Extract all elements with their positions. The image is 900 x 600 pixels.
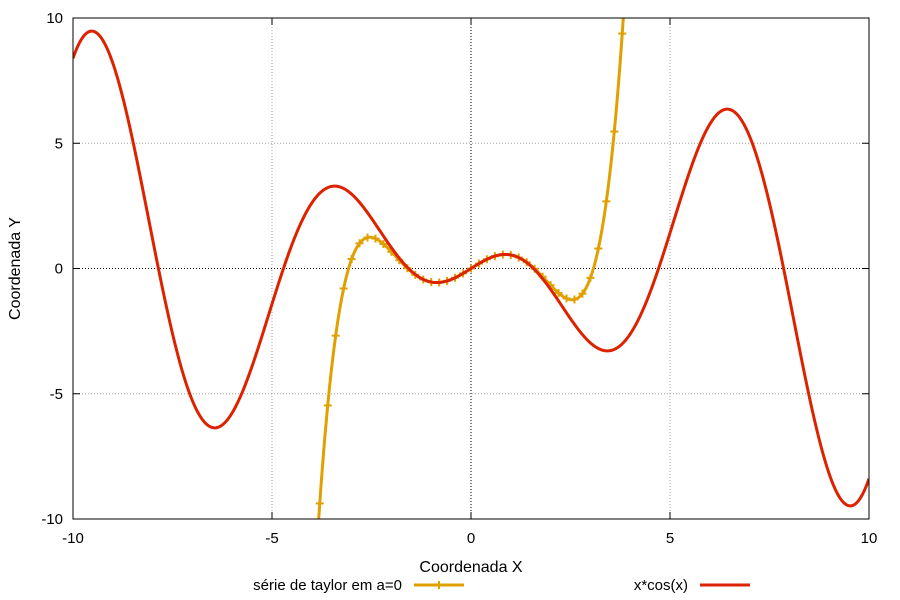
series-point [371,234,380,243]
legend-label: série de taylor em a=0 [253,577,402,594]
y-tick-label: 5 [55,135,63,152]
series-layer [73,18,869,519]
series-point [570,295,579,304]
x-tick-label: 0 [467,530,475,547]
series-point [554,288,563,297]
ticks [72,17,870,520]
series-line-1 [73,29,869,508]
y-tick-label: 10 [46,10,63,27]
y-tick-label: -10 [41,511,63,528]
plot-area [73,18,869,519]
y-tick-label: -5 [50,386,63,403]
series-point [323,401,332,410]
x-tick-label: -5 [265,530,278,547]
series-point [363,233,372,242]
series-point [355,239,364,248]
tick-labels: -10 -5 0 5 10 -10 -5 0 5 10 [41,10,877,547]
x-tick-label: -10 [62,530,84,547]
x-tick-label: 5 [666,530,674,547]
legend: série de taylor em a=0 x*cos(x) [253,577,750,594]
series-point [602,197,611,206]
series-point [578,289,587,298]
series-point [594,244,603,253]
series-point [586,273,595,282]
zero-axes [73,18,869,519]
x-tick-label: 10 [861,530,878,547]
series-point [331,331,340,340]
series-point [562,294,571,303]
x-axis-title: Coordenada X [419,559,523,576]
series-point [347,255,356,264]
series-point [315,499,324,508]
series-point [618,29,627,38]
grid [73,18,869,519]
series-point [610,127,619,136]
y-axis-title: Coordenada Y [7,217,24,320]
legend-label: x*cos(x) [634,577,688,594]
y-tick-label: 0 [55,261,63,278]
series-point [339,284,348,293]
series-point [379,240,388,249]
